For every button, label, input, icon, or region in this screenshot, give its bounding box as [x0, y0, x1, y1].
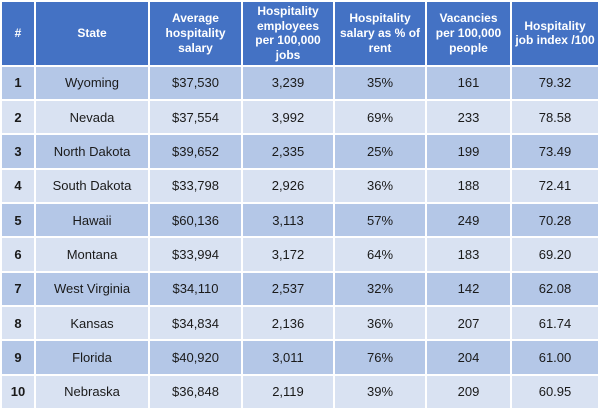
cell-salary-pct-rent: 69% — [335, 100, 425, 134]
cell-employees: 3,172 — [243, 238, 333, 271]
cell-rank: 9 — [2, 341, 34, 374]
cell-state: Nebraska — [36, 375, 148, 408]
cell-salary-pct-rent: 25% — [335, 135, 425, 168]
cell-employees: 3,113 — [243, 203, 333, 237]
cell-state: Hawaii — [36, 203, 148, 237]
cell-state: North Dakota — [36, 135, 148, 168]
cell-avg-salary: $33,994 — [150, 238, 241, 271]
cell-employees: 2,136 — [243, 306, 333, 340]
cell-rank: 5 — [2, 203, 34, 237]
cell-rank: 8 — [2, 306, 34, 340]
cell-state: Nevada — [36, 100, 148, 134]
cell-job-index: 78.58 — [512, 100, 598, 134]
cell-salary-pct-rent: 36% — [335, 306, 425, 340]
table-row: 3 North Dakota $39,652 2,335 25% 199 73.… — [2, 135, 598, 168]
cell-avg-salary: $37,530 — [150, 66, 241, 99]
cell-state: Montana — [36, 238, 148, 271]
header-row: # State Average hospitality salary Hospi… — [2, 2, 598, 65]
cell-salary-pct-rent: 76% — [335, 341, 425, 374]
cell-job-index: 79.32 — [512, 66, 598, 99]
cell-state: Florida — [36, 341, 148, 374]
cell-vacancies: 142 — [427, 272, 510, 305]
cell-employees: 2,119 — [243, 375, 333, 408]
cell-vacancies: 204 — [427, 341, 510, 374]
cell-employees: 2,537 — [243, 272, 333, 305]
table-row: 8 Kansas $34,834 2,136 36% 207 61.74 — [2, 306, 598, 340]
cell-job-index: 72.41 — [512, 169, 598, 202]
cell-rank: 3 — [2, 135, 34, 168]
cell-rank: 10 — [2, 375, 34, 408]
cell-employees: 2,335 — [243, 135, 333, 168]
cell-job-index: 69.20 — [512, 238, 598, 271]
cell-employees: 3,992 — [243, 100, 333, 134]
cell-vacancies: 188 — [427, 169, 510, 202]
column-header-rank: # — [2, 2, 34, 65]
cell-job-index: 61.74 — [512, 306, 598, 340]
table-row: 2 Nevada $37,554 3,992 69% 233 78.58 — [2, 100, 598, 134]
cell-avg-salary: $60,136 — [150, 203, 241, 237]
cell-state: South Dakota — [36, 169, 148, 202]
cell-rank: 6 — [2, 238, 34, 271]
column-header-job-index: Hospitality job index /100 — [512, 2, 598, 65]
cell-employees: 3,239 — [243, 66, 333, 99]
table-body: 1 Wyoming $37,530 3,239 35% 161 79.32 2 … — [2, 66, 598, 408]
cell-state: West Virginia — [36, 272, 148, 305]
cell-job-index: 73.49 — [512, 135, 598, 168]
cell-avg-salary: $33,798 — [150, 169, 241, 202]
cell-job-index: 70.28 — [512, 203, 598, 237]
table-row: 6 Montana $33,994 3,172 64% 183 69.20 — [2, 238, 598, 271]
cell-vacancies: 183 — [427, 238, 510, 271]
column-header-salary-pct-rent: Hospitality salary as % of rent — [335, 2, 425, 65]
cell-job-index: 60.95 — [512, 375, 598, 408]
cell-salary-pct-rent: 32% — [335, 272, 425, 305]
cell-avg-salary: $37,554 — [150, 100, 241, 134]
column-header-state: State — [36, 2, 148, 65]
cell-state: Kansas — [36, 306, 148, 340]
cell-salary-pct-rent: 39% — [335, 375, 425, 408]
table-row: 10 Nebraska $36,848 2,119 39% 209 60.95 — [2, 375, 598, 408]
cell-salary-pct-rent: 57% — [335, 203, 425, 237]
cell-avg-salary: $39,652 — [150, 135, 241, 168]
table-row: 1 Wyoming $37,530 3,239 35% 161 79.32 — [2, 66, 598, 99]
column-header-employees: Hospitality employees per 100,000 jobs — [243, 2, 333, 65]
column-header-avg-salary: Average hospitality salary — [150, 2, 241, 65]
cell-avg-salary: $34,110 — [150, 272, 241, 305]
cell-rank: 7 — [2, 272, 34, 305]
cell-salary-pct-rent: 64% — [335, 238, 425, 271]
cell-vacancies: 199 — [427, 135, 510, 168]
cell-job-index: 62.08 — [512, 272, 598, 305]
cell-employees: 2,926 — [243, 169, 333, 202]
table-row: 9 Florida $40,920 3,011 76% 204 61.00 — [2, 341, 598, 374]
cell-rank: 4 — [2, 169, 34, 202]
cell-vacancies: 209 — [427, 375, 510, 408]
cell-vacancies: 249 — [427, 203, 510, 237]
cell-rank: 1 — [2, 66, 34, 99]
table-row: 7 West Virginia $34,110 2,537 32% 142 62… — [2, 272, 598, 305]
table-header: # State Average hospitality salary Hospi… — [2, 2, 598, 65]
cell-vacancies: 233 — [427, 100, 510, 134]
cell-rank: 2 — [2, 100, 34, 134]
cell-salary-pct-rent: 36% — [335, 169, 425, 202]
cell-avg-salary: $34,834 — [150, 306, 241, 340]
cell-state: Wyoming — [36, 66, 148, 99]
cell-vacancies: 161 — [427, 66, 510, 99]
table-row: 5 Hawaii $60,136 3,113 57% 249 70.28 — [2, 203, 598, 237]
cell-salary-pct-rent: 35% — [335, 66, 425, 99]
table-row: 4 South Dakota $33,798 2,926 36% 188 72.… — [2, 169, 598, 202]
column-header-vacancies: Vacancies per 100,000 people — [427, 2, 510, 65]
cell-employees: 3,011 — [243, 341, 333, 374]
cell-job-index: 61.00 — [512, 341, 598, 374]
cell-avg-salary: $36,848 — [150, 375, 241, 408]
cell-avg-salary: $40,920 — [150, 341, 241, 374]
cell-vacancies: 207 — [427, 306, 510, 340]
